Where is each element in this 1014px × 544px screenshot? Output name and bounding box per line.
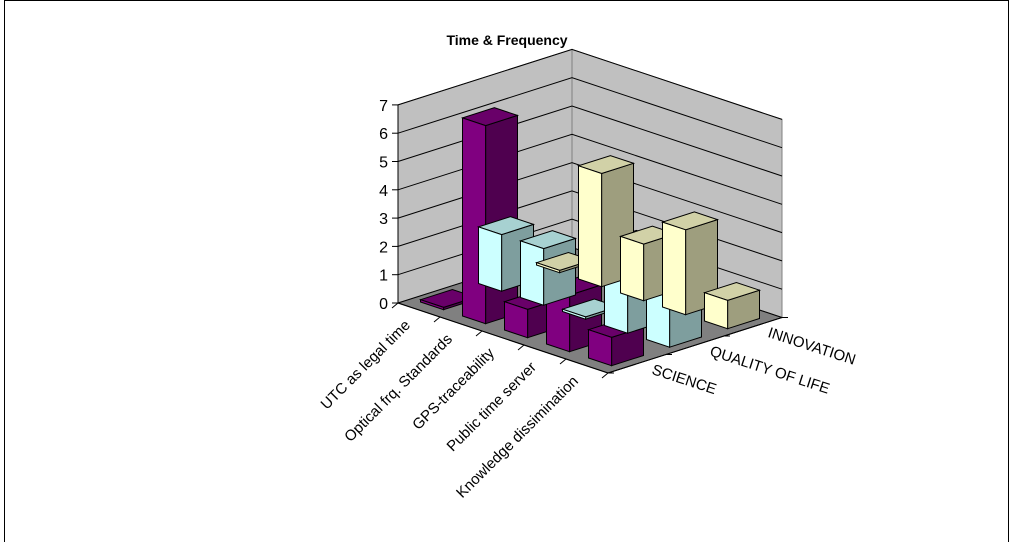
y-tick-label: 1	[379, 268, 388, 285]
bar	[704, 292, 729, 330]
y-tick-label: 5	[379, 155, 388, 172]
y-tick-label: 6	[379, 126, 388, 143]
bar	[520, 240, 545, 306]
y-tick-label: 3	[379, 211, 388, 228]
y-tick-label: 4	[379, 183, 388, 200]
depth-axis	[607, 317, 783, 374]
x-tick	[391, 302, 399, 309]
gridline	[397, 77, 783, 149]
bar	[620, 235, 645, 302]
x-tick	[475, 330, 483, 337]
series-label: INNOVATION	[766, 324, 858, 368]
y-tick-label: 7	[379, 98, 388, 115]
x-axis	[397, 302, 609, 374]
series-label: SCIENCE	[650, 361, 719, 398]
x-tick	[559, 358, 567, 365]
bar	[462, 117, 487, 325]
bar	[478, 226, 503, 292]
bar	[578, 165, 603, 288]
category-label: Optical frq. Standards	[341, 331, 456, 446]
y-tick-label: 2	[379, 239, 388, 256]
y-tick-label: 0	[379, 296, 388, 313]
x-tick	[433, 316, 441, 323]
bar	[662, 221, 687, 316]
gridline	[397, 162, 783, 234]
x-tick	[517, 344, 525, 351]
gridline	[397, 133, 783, 205]
gridline	[397, 48, 783, 120]
bar	[588, 329, 613, 367]
chart-frame	[4, 0, 1009, 542]
bar	[420, 299, 445, 311]
bar	[504, 301, 529, 339]
gridline	[397, 105, 783, 177]
chart-title: Time & Frequency	[446, 32, 568, 48]
x-tick	[601, 372, 609, 379]
bar	[562, 308, 587, 320]
bar	[536, 262, 561, 274]
